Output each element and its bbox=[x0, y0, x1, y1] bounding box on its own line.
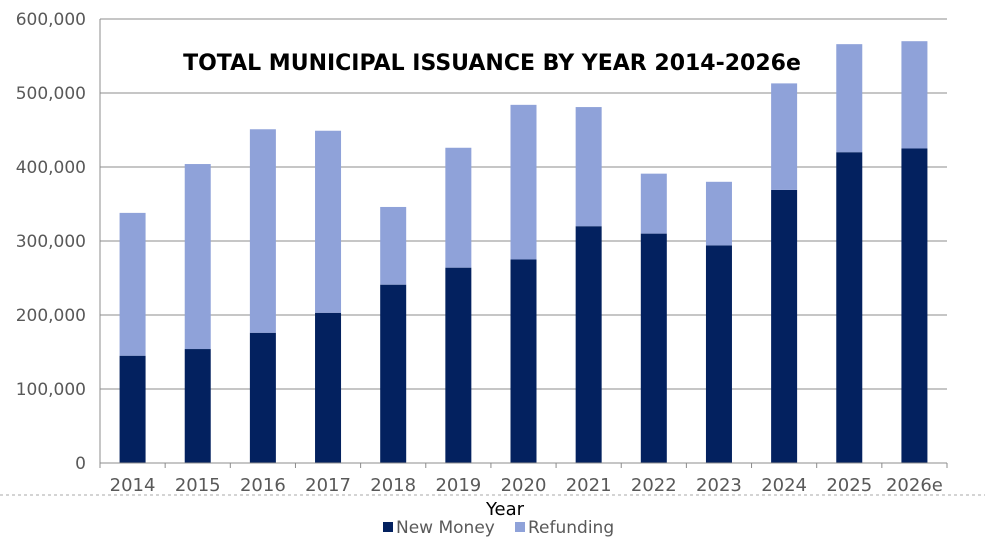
bar-refunding-2015 bbox=[184, 164, 211, 350]
x-tick-label: 2024 bbox=[761, 475, 807, 496]
legend-swatch-refunding bbox=[515, 522, 525, 532]
legend-label-refunding: Refunding bbox=[528, 518, 614, 538]
bar-refunding-2017 bbox=[315, 130, 342, 313]
bar-new-money-2015 bbox=[184, 349, 211, 463]
y-tick-label: 200,000 bbox=[16, 306, 86, 326]
legend-label-new-money: New Money bbox=[396, 518, 495, 538]
bar-new-money-2019 bbox=[445, 267, 472, 463]
y-tick-label: 500,000 bbox=[16, 84, 86, 104]
y-axis-tick-labels: 0 100,000 200,000 300,000 400,000 500,000 600,… bbox=[16, 10, 86, 474]
x-tick-label: 2020 bbox=[501, 475, 547, 496]
x-tick-label: 2014 bbox=[110, 475, 156, 496]
bar-refunding-2016 bbox=[249, 129, 276, 333]
bar-new-money-2022 bbox=[640, 233, 667, 463]
bar-new-money-2014 bbox=[119, 355, 146, 463]
bar-refunding-2023 bbox=[705, 181, 732, 246]
bar-new-money-2017 bbox=[315, 312, 342, 463]
x-tick-label: 2016 bbox=[240, 475, 286, 496]
x-tick-label: 2019 bbox=[435, 475, 481, 496]
y-tick-label: 100,000 bbox=[16, 380, 86, 400]
bars bbox=[119, 41, 928, 463]
y-tick-label: 0 bbox=[75, 454, 86, 474]
x-tick-label: 2026e bbox=[886, 475, 943, 496]
bar-refunding-2021 bbox=[575, 107, 602, 227]
x-tick-label: 2025 bbox=[826, 475, 872, 496]
bar-refunding-2020 bbox=[510, 104, 537, 260]
x-tick-label: 2015 bbox=[175, 475, 221, 496]
bar-new-money-2024 bbox=[771, 189, 798, 463]
bar-new-money-2023 bbox=[705, 245, 732, 463]
bar-new-money-2021 bbox=[575, 226, 602, 463]
bar-new-money-2026e bbox=[901, 148, 928, 463]
y-tick-label: 600,000 bbox=[16, 10, 86, 30]
x-tick-label: 2022 bbox=[631, 475, 677, 496]
chart-title: TOTAL MUNICIPAL ISSUANCE BY YEAR 2014-20… bbox=[183, 51, 801, 76]
x-axis: 2014 2015 2016 2017 2018 2019 2020 2021 2022 2023… bbox=[99, 19, 948, 496]
x-tick-label: 2023 bbox=[696, 475, 742, 496]
y-tick-label: 300,000 bbox=[16, 232, 86, 252]
bar-new-money-2018 bbox=[380, 284, 407, 463]
legend: New Money Refunding bbox=[383, 518, 614, 538]
bar-refunding-2019 bbox=[445, 147, 472, 268]
bar-new-money-2025 bbox=[836, 152, 863, 463]
bar-new-money-2020 bbox=[510, 259, 537, 463]
bar-refunding-2014 bbox=[119, 212, 146, 356]
bar-refunding-2018 bbox=[380, 206, 407, 285]
y-tick-label: 400,000 bbox=[16, 158, 86, 178]
x-tick-label: 2017 bbox=[305, 475, 351, 496]
bar-refunding-2024 bbox=[771, 83, 798, 190]
x-tick-label: 2018 bbox=[370, 475, 416, 496]
bar-refunding-2022 bbox=[640, 173, 667, 234]
bar-refunding-2026e bbox=[901, 41, 928, 149]
legend-swatch-new-money bbox=[383, 522, 393, 532]
x-tick-label: 2021 bbox=[566, 475, 612, 496]
bar-refunding-2025 bbox=[836, 44, 863, 153]
bar-new-money-2016 bbox=[249, 332, 276, 463]
x-axis-title: Year bbox=[485, 499, 525, 520]
